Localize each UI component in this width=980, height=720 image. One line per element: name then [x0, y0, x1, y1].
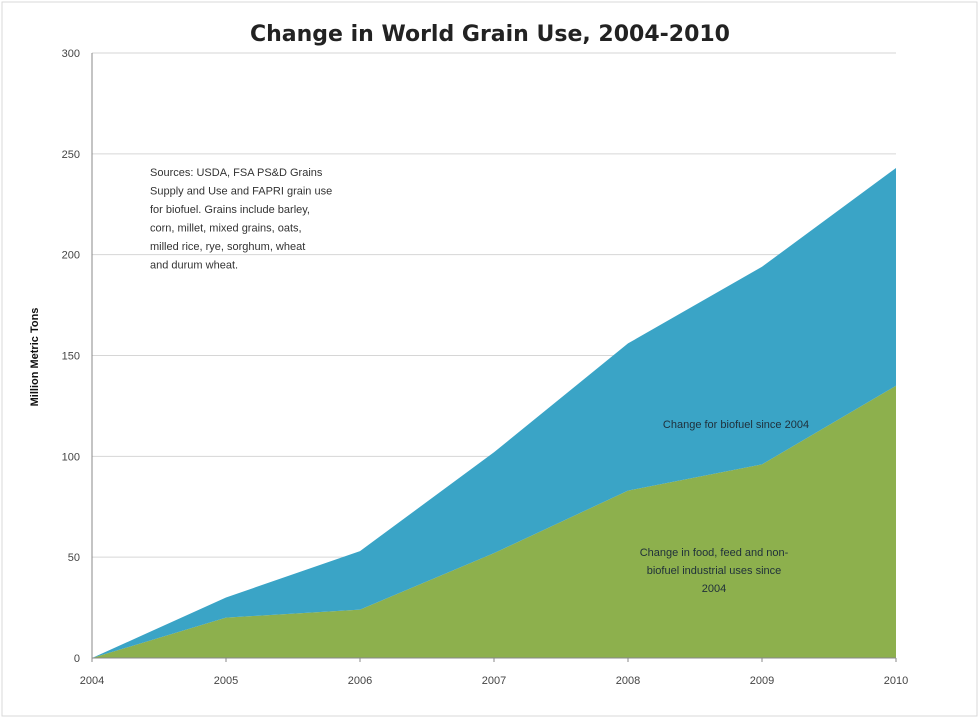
x-tick-label: 2006	[348, 675, 372, 687]
annotation-line: Sources: USDA, FSA PS&D Grains	[150, 167, 323, 179]
y-tick-label: 150	[62, 351, 80, 363]
x-tick-label: 2004	[80, 675, 104, 687]
series-label-line: Change for biofuel since 2004	[663, 419, 809, 431]
x-tick-label: 2008	[616, 675, 640, 687]
area-series	[92, 167, 896, 658]
x-tick-labels: 2004 2005 2006 2007 2008 2009 2010	[80, 658, 908, 687]
y-tick-label: 50	[68, 552, 80, 564]
y-tick-label: 100	[62, 451, 80, 463]
series-label-line: biofuel industrial uses since	[647, 565, 782, 577]
x-tick-label: 2010	[884, 675, 908, 687]
y-tick-label: 0	[74, 653, 80, 665]
y-tick-label: 250	[62, 149, 80, 161]
source-annotation: Sources: USDA, FSA PS&D Grains Supply and…	[150, 167, 332, 272]
y-axis-label: Million Metric Tons	[29, 308, 41, 407]
x-tick-label: 2005	[214, 675, 238, 687]
y-tick-labels: 0 50 100 150 200 250 300	[62, 48, 80, 665]
area-series-1	[92, 385, 896, 658]
series-label-line: 2004	[702, 583, 726, 595]
annotation-line: Supply and Use and FAPRI grain use	[150, 186, 332, 198]
chart-title: Change in World Grain Use, 2004-2010	[250, 22, 730, 47]
area-series-2	[92, 167, 896, 658]
annotation-line: and durum wheat.	[150, 260, 238, 272]
y-tick-label: 300	[62, 48, 80, 60]
x-tick-label: 2007	[482, 675, 506, 687]
annotation-line: for biofuel. Grains include barley,	[150, 204, 310, 216]
series-labels: Change in food, feed and non-biofuel ind…	[640, 419, 809, 595]
y-tick-label: 200	[62, 250, 80, 262]
series-label-line: Change in food, feed and non-	[640, 547, 789, 559]
annotation-line: corn, millet, mixed grains, oats,	[150, 223, 302, 235]
annotation-line: milled rice, rye, sorghum, wheat	[150, 241, 305, 253]
x-tick-label: 2009	[750, 675, 774, 687]
